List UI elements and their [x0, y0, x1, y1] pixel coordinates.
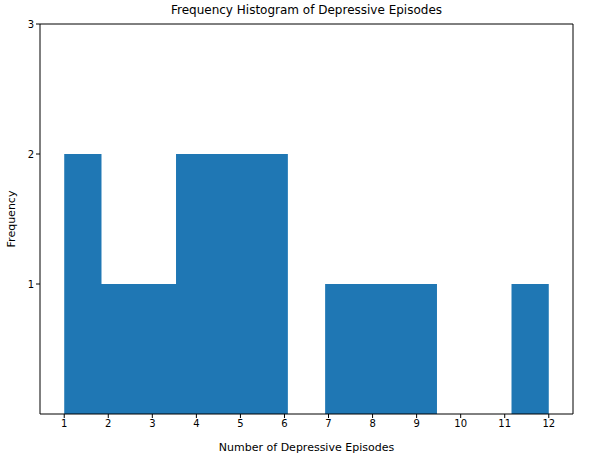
svg-text:Frequency: Frequency [8, 190, 18, 247]
svg-text:9: 9 [413, 418, 419, 429]
svg-text:1: 1 [28, 279, 34, 290]
svg-text:2: 2 [105, 418, 111, 429]
svg-text:1: 1 [61, 418, 67, 429]
svg-text:8: 8 [369, 418, 375, 429]
svg-text:2: 2 [28, 149, 34, 160]
svg-text:3: 3 [149, 418, 155, 429]
svg-text:4: 4 [193, 418, 199, 429]
svg-text:6: 6 [281, 418, 287, 429]
svg-text:12: 12 [542, 418, 555, 429]
svg-text:3: 3 [28, 19, 34, 30]
svg-text:11: 11 [498, 418, 511, 429]
svg-text:10: 10 [454, 418, 467, 429]
svg-text:5: 5 [237, 418, 243, 429]
html-text:Frequency Histogram of Depress: Frequency Histogram of Depressive Episod… [171, 3, 442, 17]
svg-text:7: 7 [325, 418, 331, 429]
svg-text:Number of Depressive Episodes: Number of Depressive Episodes [219, 441, 395, 454]
